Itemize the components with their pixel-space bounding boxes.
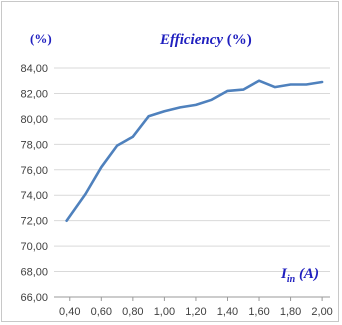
x-tick-label: 1,00: [154, 306, 175, 318]
x-tick-label: 1,40: [217, 306, 238, 318]
x-tick-label: 0,40: [59, 306, 80, 318]
efficiency-chart: 66,00 68,00 70,00 72,00 74,00 76,00 78,00 80,00…: [20, 63, 333, 318]
y-tick-label: 80,00: [20, 114, 48, 126]
y-unit-label: (%): [30, 31, 52, 46]
x-axis-label-main: I: [281, 266, 287, 282]
x-tick-label: 2,00: [311, 306, 332, 318]
x-axis-label-sub: in: [286, 274, 296, 285]
y-tick-label: 68,00: [20, 267, 48, 279]
y-tick-label: 76,00: [20, 165, 48, 177]
x-tick-label: 0,80: [122, 306, 143, 318]
chart-title: Efficiency (%): [160, 32, 252, 49]
chart-frame: 66,00 68,00 70,00 72,00 74,00 76,00 78,00 80,00…: [1, 1, 339, 322]
y-tick-label: 74,00: [20, 190, 48, 202]
x-axis-label-unit: (A): [298, 266, 319, 282]
y-tick-label: 84,00: [20, 63, 48, 75]
x-axis-label: Iin (A): [281, 266, 319, 285]
x-tick-label: 1,60: [248, 306, 269, 318]
grid: [54, 67, 330, 298]
x-tick-label: 1,80: [280, 306, 301, 318]
y-axis-ticks: 66,00 68,00 70,00 72,00 74,00 76,00 78,00 80,00…: [20, 63, 48, 304]
y-tick-label: 78,00: [20, 139, 48, 151]
x-tick-label: 0,60: [91, 306, 112, 318]
x-axis-ticks: 0,40 0,60 0,80 1,00 1,20 1,40 1,60 1,80 2,00: [59, 297, 333, 318]
y-tick-label: 82,00: [20, 88, 48, 100]
y-tick-label: 66,00: [20, 292, 48, 304]
y-tick-label: 72,00: [20, 216, 48, 228]
chart-title-text: Efficiency: [160, 32, 224, 48]
efficiency-series-line: [65, 79, 324, 222]
chart-title-unit: (%): [226, 32, 252, 48]
x-tick-label: 1,20: [185, 306, 206, 318]
y-tick-label: 70,00: [20, 241, 48, 253]
